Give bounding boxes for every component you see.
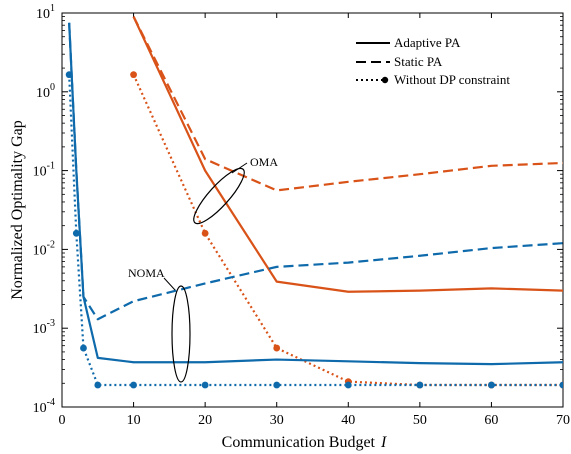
- annotations-layer: OMA NOMA: [128, 155, 278, 383]
- data-point-noma: [344, 381, 352, 389]
- legend-label-adaptive-pa: Adaptive PA: [394, 35, 461, 50]
- data-point-oma: [201, 229, 209, 237]
- y-tick-exponent: -2: [47, 239, 55, 250]
- y-tick-base: 10: [36, 86, 50, 101]
- data-point-oma: [273, 344, 281, 352]
- y-tick-exponent: 1: [50, 3, 55, 14]
- series-line-oma-solid: [132, 16, 563, 293]
- x-axis-label-symbol: I: [380, 434, 387, 451]
- noma-annotation-ellipse: [171, 285, 191, 383]
- y-tick-exponent: -1: [47, 161, 55, 172]
- series-layer: [65, 16, 563, 389]
- x-tick-label: 50: [413, 413, 427, 428]
- data-point-noma: [488, 381, 495, 389]
- noma-annotation-leader: [163, 277, 176, 291]
- data-point-noma: [94, 381, 102, 389]
- data-point-noma: [416, 381, 424, 389]
- y-tick-base: 10: [33, 243, 47, 258]
- series-line-oma-dashed: [132, 16, 563, 192]
- oma-annotation-ellipse: [193, 167, 245, 225]
- data-point-noma: [65, 71, 73, 79]
- y-tick-base: 10: [33, 322, 47, 337]
- data-point-noma: [559, 381, 563, 389]
- x-tick-label: 0: [59, 413, 66, 428]
- y-tick-exponent: -4: [47, 397, 55, 408]
- y-tick-exponent: -3: [47, 318, 55, 329]
- x-axis-label-text: Communication Budget: [222, 434, 376, 451]
- x-tick-label: 20: [198, 413, 212, 428]
- x-tick-label: 70: [556, 413, 570, 428]
- x-tick-label: 40: [341, 413, 355, 428]
- y-tick-label: 10-2: [33, 239, 55, 258]
- x-tick-label: 30: [270, 413, 284, 428]
- y-tick-exponent: 0: [50, 82, 55, 93]
- data-point-oma: [130, 71, 137, 79]
- y-tick-label: 10-4: [33, 397, 55, 416]
- data-point-noma: [273, 381, 281, 389]
- legend: Adaptive PA Static PA Without DP constra…: [348, 29, 556, 91]
- x-axis-label: Communication Budget I: [222, 434, 387, 451]
- y-tick-base: 10: [33, 401, 47, 416]
- y-tick-base: 10: [33, 165, 47, 180]
- legend-label-without-dp: Without DP constraint: [394, 72, 510, 87]
- series-line-noma-dashed: [68, 22, 563, 321]
- legend-sample-marker: [381, 76, 389, 84]
- y-tick-label: 101: [36, 3, 55, 22]
- y-tick-label: 10-3: [33, 318, 55, 337]
- data-point-noma: [80, 344, 87, 352]
- y-tick-base: 10: [36, 7, 50, 22]
- noma-annotation-label: NOMA: [128, 266, 165, 280]
- y-axis-label: Normalized Optimality Gap: [9, 120, 26, 300]
- data-point-noma: [201, 381, 209, 389]
- oma-annotation-leader: [231, 162, 248, 174]
- y-tick-label: 100: [36, 82, 55, 101]
- y-tick-label: 10-1: [33, 161, 55, 180]
- data-point-noma: [72, 229, 80, 237]
- data-point-noma: [130, 381, 137, 389]
- x-tick-label: 60: [484, 413, 498, 428]
- legend-label-static-pa: Static PA: [394, 54, 443, 69]
- oma-annotation-label: OMA: [250, 155, 278, 169]
- x-tick-label: 10: [127, 413, 141, 428]
